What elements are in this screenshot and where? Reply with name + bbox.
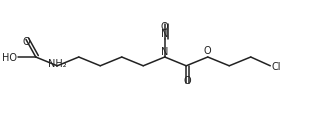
Text: N: N — [161, 29, 168, 39]
Text: HO: HO — [2, 53, 17, 62]
Text: O: O — [161, 22, 169, 32]
Text: O: O — [183, 76, 191, 86]
Text: Cl: Cl — [271, 61, 281, 71]
Text: N: N — [161, 47, 168, 57]
Text: O: O — [22, 37, 30, 47]
Text: NH₂: NH₂ — [48, 58, 67, 68]
Text: O: O — [204, 46, 212, 56]
